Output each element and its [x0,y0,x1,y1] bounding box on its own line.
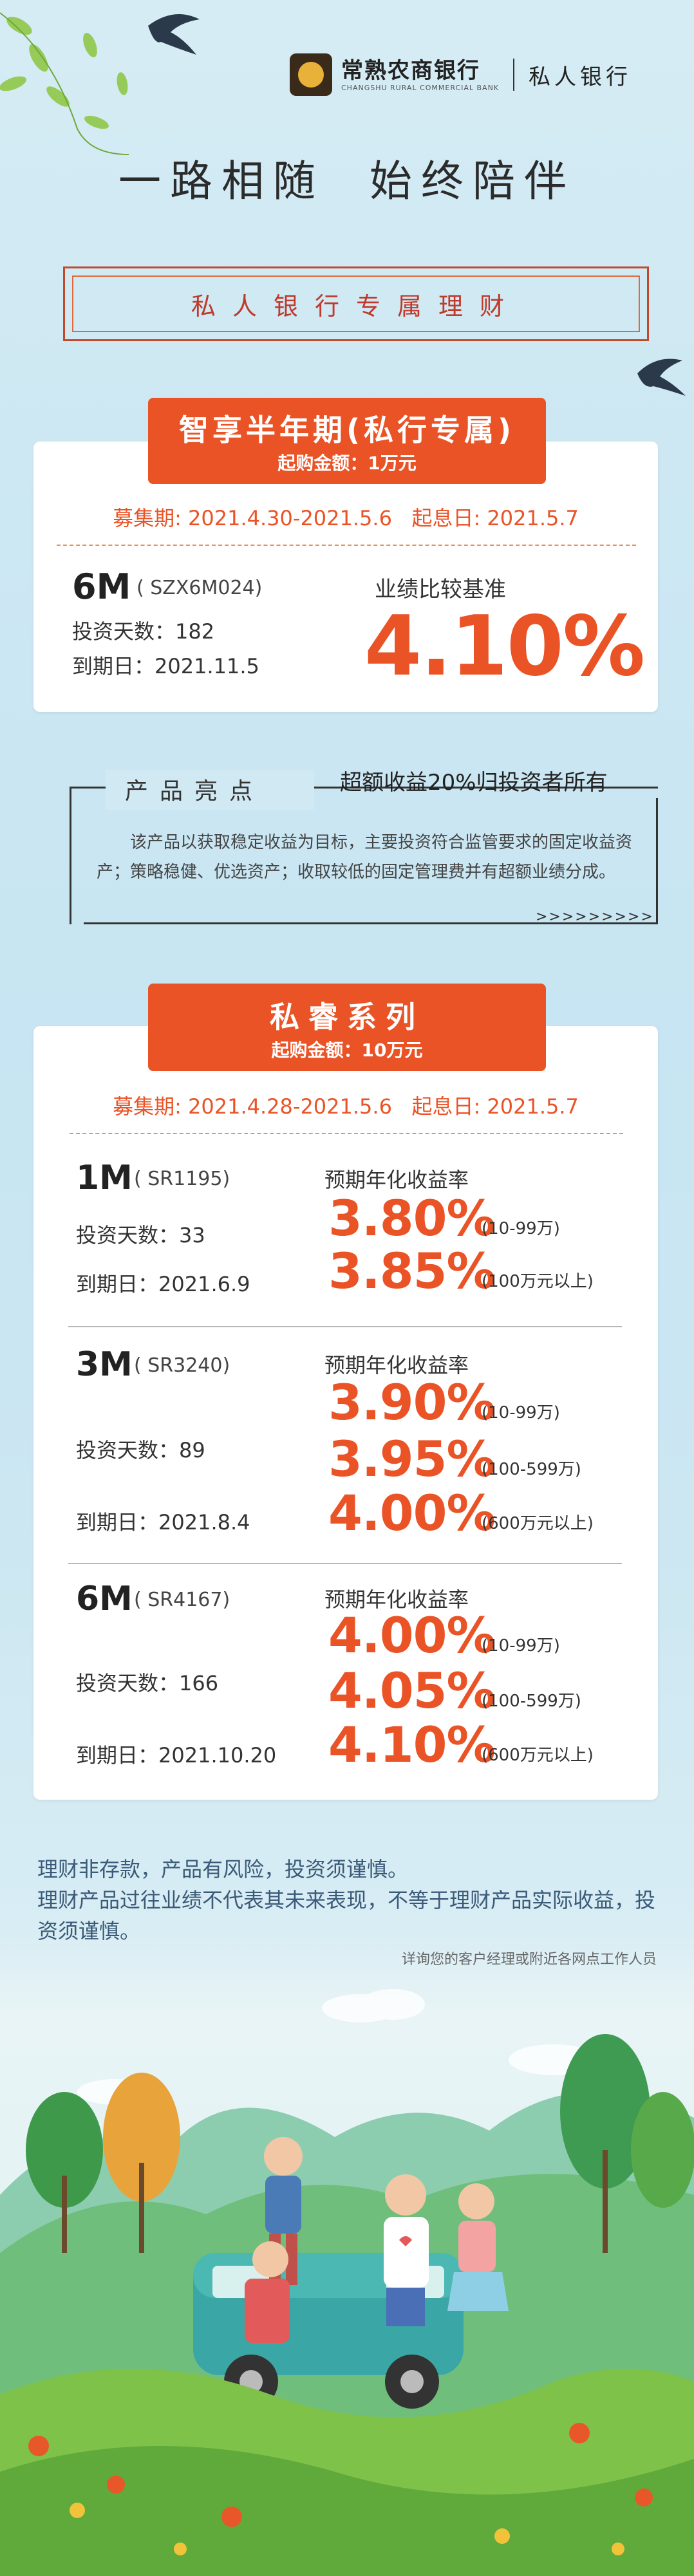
product-divider [68,1563,622,1564]
rate-value: 3.90% [328,1374,496,1431]
rate-value: 3.95% [328,1430,496,1488]
rate-range: (10-99万) [482,1636,560,1656]
slogan: 一路相随 始终陪伴 [118,156,576,206]
product-tab-half-year: 智享半年期(私行专属) 起购金额：1万元 [148,398,546,484]
bank-name-en: CHANGSHU RURAL COMMERCIAL BANK [341,83,500,92]
product-term: 6M [76,1580,133,1618]
product-code: ( SR1195) [134,1168,230,1190]
benchmark-rate: 4.10% [364,599,645,695]
rate-range: (10-99万) [482,1403,560,1423]
maturity-date: 到期日：2021.8.4 [76,1510,250,1535]
maturity-date: 到期日：2021.6.9 [76,1272,250,1296]
highlight-label: 产品亮点 [125,778,265,805]
series-min-purchase: 起购金额：10万元 [271,1040,423,1061]
rate-range: (100-599万) [482,1692,581,1711]
dashed-divider [70,1133,623,1134]
highlight-title: 超额收益20%归投资者所有 [340,770,608,796]
min-purchase: 起购金额：1万元 [277,453,417,474]
product-divider [68,1326,622,1327]
product-card-series [33,1026,658,1800]
series-title: 私睿系列 [270,1000,424,1034]
ribbon-frame [63,266,649,341]
ribbon-title: 私人银行专属理财 [191,292,521,321]
division-name: 私人银行 [529,64,632,90]
highlight-frame-outer [70,787,658,924]
product-code: ( SR3240) [134,1354,230,1377]
investment-days: 投资天数：89 [76,1438,205,1462]
header-divider [513,59,515,91]
highlight-description: 该产品以获取稳定收益为目标，主要投资符合监管要求的固定收益资产；策略稳健、优选资… [97,833,633,882]
risk-disclaimer: 理财非存款，产品有风险，投资须谨慎。 [37,1857,409,1881]
series-tab: 私睿系列 起购金额：10万元 [148,984,546,1071]
product-code: ( SR4167) [134,1589,230,1611]
rate-header: 预期年化收益率 [324,1353,469,1377]
series-subscription-period: 募集期: 2021.4.28-2021.5.6 起息日: 2021.5.7 [113,1094,579,1119]
highlight-label-bg [106,770,314,810]
product-title: 智享半年期(私行专属) [178,413,516,447]
ribbon-banner: 私人银行专属理财 [63,266,649,341]
rate-range: (10-99万) [482,1219,560,1238]
rate-header: 预期年化收益率 [324,1168,469,1192]
ribbon-inner-frame: 私人银行专属理财 [72,275,640,332]
bank-name-block: 常熟农商银行 CHANGSHU RURAL COMMERCIAL BANK [341,58,499,92]
product-code: ( SZX6M024) [136,577,263,599]
benchmark-label: 业绩比较基准 [375,577,506,602]
product-term: 6M [72,566,131,607]
bank-name: 常熟农商银行 [341,57,480,84]
product-card-half-year [33,442,658,712]
maturity-date: 到期日：2021.10.20 [76,1743,277,1768]
performance-disclaimer: 理财产品过往业绩不代表其未来表现，不等于理财产品实际收益，投资须谨慎。 [37,1888,656,1943]
investment-days: 投资天数：33 [76,1223,205,1247]
rate-range: (600万元以上) [482,1746,594,1765]
bank-header: 常熟农商银行 CHANGSHU RURAL COMMERCIAL BANK 私人… [290,51,657,98]
rate-value: 3.85% [328,1242,496,1300]
rate-value: 4.05% [328,1662,496,1719]
contact-note: 详询您的客户经理或附近各网点工作人员 [401,1952,657,1968]
rate-value: 4.00% [328,1607,496,1664]
investment-days: 投资天数：182 [72,619,215,644]
rate-range: (100-599万) [482,1460,581,1479]
rate-value: 4.00% [328,1484,496,1542]
illustration-scene [0,1989,694,2576]
dashed-divider [57,545,636,546]
maturity-date: 到期日：2021.11.5 [72,654,259,678]
decorative-arrows: >>>>>>>>> [536,909,654,925]
rate-range: (100万元以上) [482,1272,594,1291]
rate-value: 3.80% [328,1190,496,1247]
highlight-frame-inner [84,798,658,924]
product-term: 3M [76,1345,133,1384]
background-decoration [0,12,686,396]
rate-range: (600万元以上) [482,1514,594,1533]
subscription-period: 募集期: 2021.4.30-2021.5.6 起息日: 2021.5.7 [113,506,579,530]
rate-value: 4.10% [328,1716,496,1773]
product-term: 1M [76,1159,133,1197]
bank-logo-icon [290,53,332,96]
rate-header: 预期年化收益率 [324,1587,469,1612]
investment-days: 投资天数：166 [76,1671,219,1695]
